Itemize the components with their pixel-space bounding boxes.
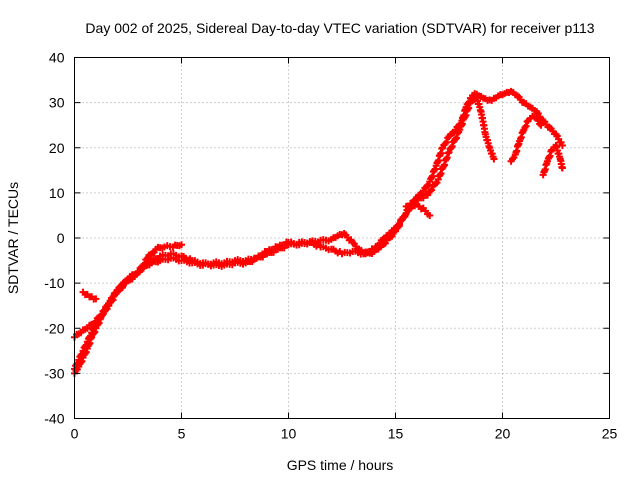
data-point xyxy=(98,311,106,319)
y-axis-label: SDTVAR / TECUs xyxy=(5,182,21,294)
data-layer xyxy=(71,87,566,377)
series-track-e xyxy=(402,200,434,219)
data-point xyxy=(386,230,394,238)
series-track-b xyxy=(71,94,481,373)
data-point xyxy=(426,211,434,219)
data-point xyxy=(135,268,143,276)
y-tick-label: 40 xyxy=(49,50,65,66)
series-track-a xyxy=(71,87,566,377)
y-tick-label: 20 xyxy=(49,140,65,156)
y-tick-label: -20 xyxy=(44,320,64,336)
x-tick-label: 0 xyxy=(71,426,79,442)
data-point xyxy=(452,134,460,142)
y-tick-label: 10 xyxy=(49,185,65,201)
data-point xyxy=(178,241,185,249)
data-point xyxy=(448,142,456,150)
data-point xyxy=(92,295,100,303)
x-tick-label: 20 xyxy=(495,426,511,442)
data-point xyxy=(259,251,267,259)
data-point xyxy=(490,155,498,163)
data-point xyxy=(396,220,404,228)
series-track-f xyxy=(473,94,498,163)
y-tick-label: 30 xyxy=(49,95,65,111)
x-tick-label: 25 xyxy=(602,426,618,442)
x-tick-label: 5 xyxy=(178,426,186,442)
x-axis-label: GPS time / hours xyxy=(287,457,394,473)
series-track-d xyxy=(79,288,100,303)
series-track-h xyxy=(539,141,566,179)
data-point xyxy=(100,306,108,314)
chart-title: Day 002 of 2025, Sidereal Day-to-day VTE… xyxy=(85,20,594,36)
data-point xyxy=(537,121,545,129)
y-tick-label: -30 xyxy=(44,365,64,381)
grid-layer xyxy=(74,57,610,419)
data-point xyxy=(558,141,566,149)
tick-layer: 0 5 10 15 20 25 -40 -30 -20 -10 0 10 20 30 40 xyxy=(44,50,617,442)
series-track-g xyxy=(507,112,545,165)
data-point xyxy=(522,122,530,130)
y-tick-label: 0 xyxy=(57,230,65,246)
data-point xyxy=(428,186,436,194)
data-point xyxy=(375,241,383,249)
data-point xyxy=(558,164,566,172)
x-tick-label: 10 xyxy=(281,426,297,442)
data-point xyxy=(140,260,148,268)
y-tick-label: -40 xyxy=(44,411,64,427)
data-point xyxy=(442,138,450,146)
data-point xyxy=(115,286,123,294)
x-tick-label: 15 xyxy=(388,426,404,442)
data-point xyxy=(106,299,114,307)
y-tick-label: -10 xyxy=(44,275,64,291)
